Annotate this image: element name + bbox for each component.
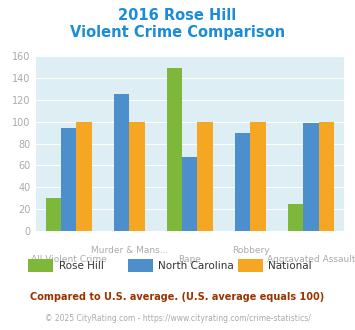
Bar [61,128,76,231]
Text: Rape: Rape [179,255,201,264]
Text: Robbery: Robbery [232,246,269,255]
Bar [319,122,334,231]
Bar [235,133,251,231]
Text: North Carolina: North Carolina [158,261,234,271]
Text: Violent Crime Comparison: Violent Crime Comparison [70,25,285,40]
Text: Compared to U.S. average. (U.S. average equals 100): Compared to U.S. average. (U.S. average … [31,292,324,302]
Text: National: National [268,261,312,271]
Bar [197,122,213,231]
Bar [167,68,182,231]
Bar [76,122,92,231]
Text: Rose Hill: Rose Hill [59,261,103,271]
Bar [46,198,61,231]
Text: © 2025 CityRating.com - https://www.cityrating.com/crime-statistics/: © 2025 CityRating.com - https://www.city… [45,314,310,323]
Text: All Violent Crime: All Violent Crime [31,255,107,264]
Text: Murder & Mans...: Murder & Mans... [91,246,168,255]
Bar [129,122,144,231]
Bar [114,94,129,231]
Bar [182,157,197,231]
Bar [288,204,304,231]
Bar [251,122,266,231]
Text: 2016 Rose Hill: 2016 Rose Hill [118,8,237,23]
Bar [304,123,319,231]
Text: Aggravated Assault: Aggravated Assault [267,255,355,264]
